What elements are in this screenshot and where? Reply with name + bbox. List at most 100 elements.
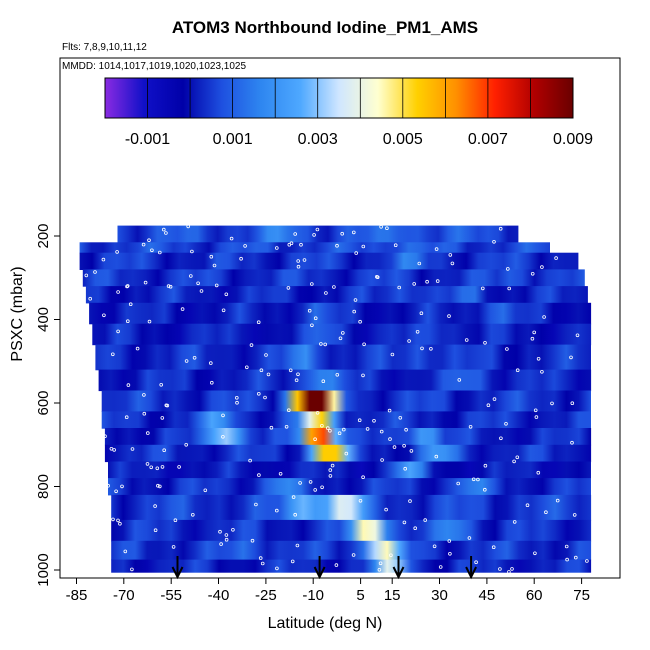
heatmap-layer [111,519,592,542]
sample-dot [378,561,383,566]
sample-dot [536,470,541,475]
sample-dot [542,315,546,319]
sample-dot [156,483,160,488]
sample-dot [266,372,271,377]
heatmap-layer [108,461,591,479]
heatmap-layer [89,302,592,325]
sample-dot [109,446,114,451]
colorbar-tick-label: 0.009 [553,131,593,148]
sample-dot [515,368,520,373]
sample-dot [177,465,181,469]
sample-dot [147,238,151,243]
sample-dot [392,445,397,449]
sample-dot [116,290,120,294]
sample-dot [471,477,476,482]
sample-dot [142,411,147,416]
sample-dot [219,542,223,546]
heatmap-layer [117,225,519,243]
sample-dot [384,507,388,512]
sample-dot [256,320,261,325]
sample-dots [84,224,589,574]
y-tick-label: 400 [35,307,52,332]
colorbar: -0.001 0.001 0.003 0.005 0.007 0.009 [104,77,593,148]
sample-dot [293,512,298,517]
sample-dot [341,427,346,432]
x-tick-label: 30 [431,587,448,604]
sample-dot [372,418,376,423]
sample-dot [319,342,323,346]
sample-dot [209,254,214,259]
sample-dot [564,544,569,549]
sample-dot [337,431,342,436]
sample-dot [330,463,335,468]
sample-dot [570,401,575,406]
sample-dot [274,246,279,250]
sample-dot [166,284,171,288]
sample-dot [239,256,243,261]
x-tick-label: 5 [356,587,364,604]
sample-dot [555,498,560,503]
sample-dot [275,566,279,571]
sample-dot [259,368,264,373]
sample-dot [498,567,502,571]
sample-dot [504,421,508,426]
y-tick-label: 200 [35,223,52,248]
x-tick-label: -70 [113,587,135,604]
sample-dot [379,429,384,434]
sample-dot [243,244,247,248]
chart-title: ATOM3 Northbound Iodine_PM1_AMS [171,18,479,37]
sample-dot [141,242,146,247]
sample-dot [525,503,530,508]
colorbar-tick-label: 0.003 [298,131,338,148]
sample-dot [413,526,418,530]
y-tick-label: 1000 [35,553,52,586]
sample-dot [565,557,569,562]
sample-dot [308,480,313,484]
sample-dot [530,336,535,341]
sample-dot [84,273,89,278]
sample-dot [534,415,539,419]
sample-dot [264,353,268,357]
sample-dot [235,395,239,400]
mmdd-label: MMDD: 1014,1017,1019,1020,1023,1025 [62,61,247,72]
sample-dot [505,267,510,271]
sample-dot [93,270,97,274]
sample-dot [103,434,107,439]
sample-dot [313,316,318,321]
sample-dot [554,256,558,260]
sample-dot [510,567,514,571]
heatmap-layers [79,225,592,573]
sample-dot [173,518,178,522]
sample-dot [142,393,146,397]
sample-dot [102,313,106,318]
sample-dot [203,488,208,493]
sample-dot [315,410,320,415]
sample-dot [540,265,544,269]
sample-dot [351,553,356,557]
sample-dot [218,529,222,534]
sample-dot [162,448,167,453]
sample-dot [160,416,165,420]
sample-dot [260,561,265,566]
sample-dot [328,474,333,478]
sample-dot [307,308,312,313]
sample-dot [153,504,157,508]
sample-dot [310,323,314,328]
sample-dot [408,499,412,503]
sample-dot [269,425,274,430]
flight-arrow [313,556,326,580]
sample-dot [361,475,365,480]
x-axis: -85 -70 -55 -40 -25 -10 5 15 30 45 60 75 [66,578,590,604]
sample-dot [186,224,191,229]
sample-dot [512,459,516,464]
sample-dot [321,379,326,384]
sample-dot [417,261,422,266]
sample-dot [397,285,402,290]
sample-dot [128,302,133,307]
sample-dot [476,477,480,482]
sample-dot [375,275,380,280]
x-tick-label: -10 [302,587,324,604]
sample-dot [505,347,509,351]
